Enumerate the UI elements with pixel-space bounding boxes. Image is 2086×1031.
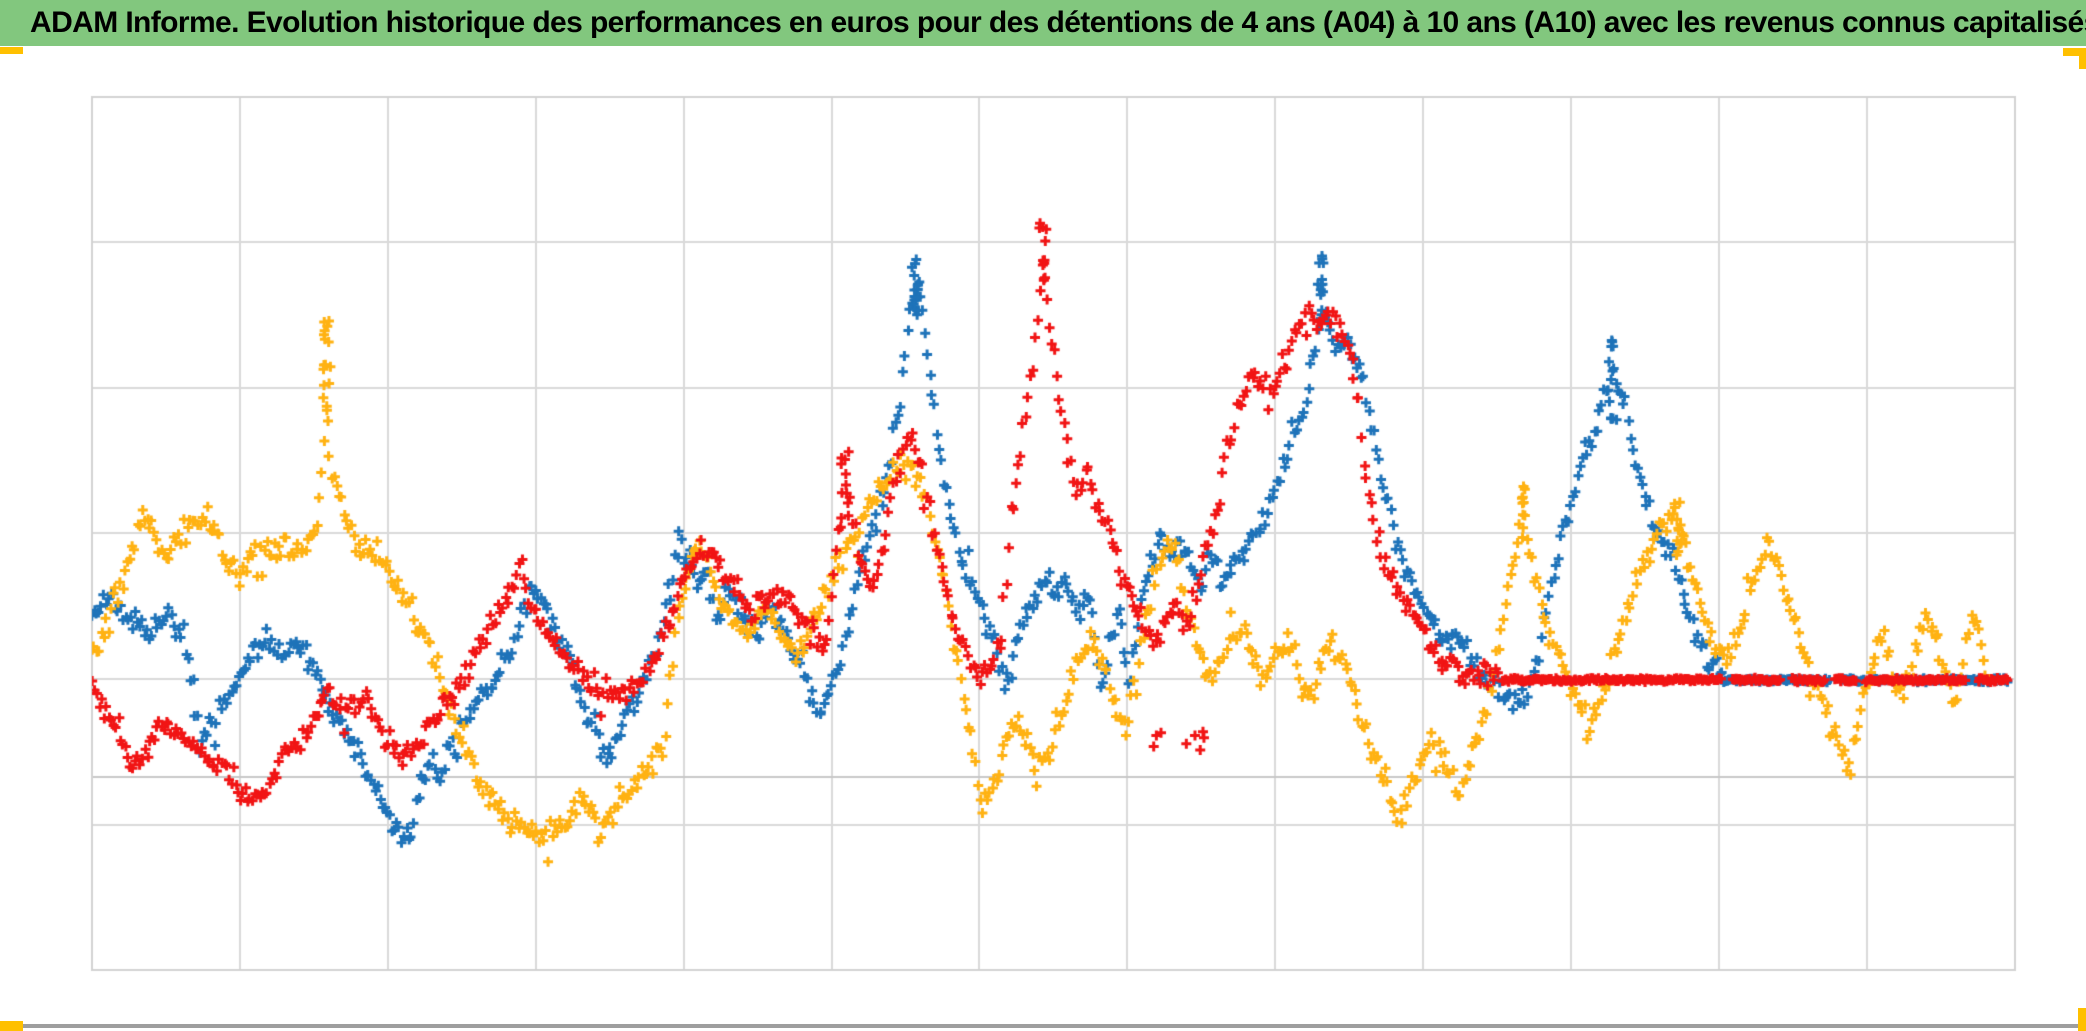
selection-handle-top-right-horizontal <box>2063 48 2086 56</box>
bottom-divider-line <box>0 1024 2086 1028</box>
selection-handle-bottom-left <box>0 1021 23 1031</box>
selection-handle-bottom-right-vertical <box>2078 1008 2086 1031</box>
selection-handle-top-right-vertical <box>2079 48 2086 69</box>
selection-handle-top-left <box>0 47 23 54</box>
